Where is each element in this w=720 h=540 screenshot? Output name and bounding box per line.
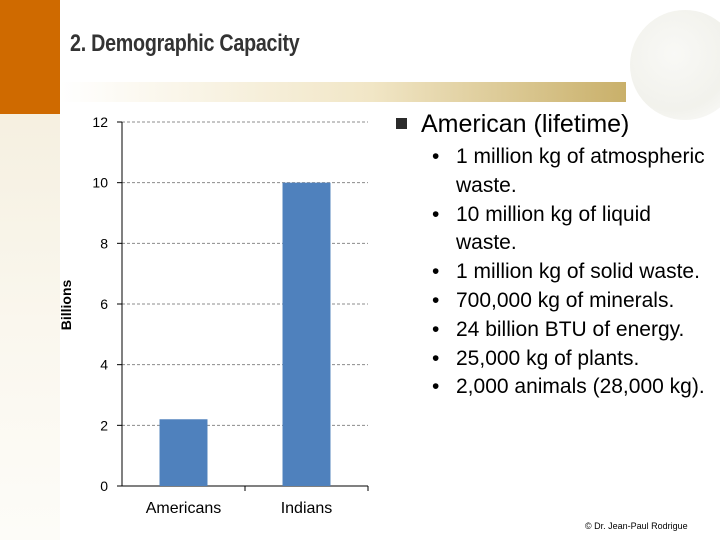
y-tick-label: 8	[100, 235, 108, 251]
y-tick-label: 6	[100, 296, 108, 312]
panel-heading: American (lifetime)	[396, 110, 629, 139]
credit-text: © Dr. Jean-Paul Rodrigue	[585, 521, 688, 531]
bullet-list: 1 million kg of atmospheric waste. 10 mi…	[428, 143, 710, 402]
list-item: 10 million kg of liquid waste.	[428, 201, 710, 259]
y-tick-label: 10	[92, 175, 108, 191]
list-item: 1 million kg of atmospheric waste.	[428, 143, 710, 201]
y-tick-label: 12	[92, 114, 108, 130]
square-bullet-icon	[396, 117, 407, 129]
y-tick-label: 2	[100, 417, 108, 433]
list-item: 24 billion BTU of energy.	[428, 316, 710, 345]
bar	[282, 182, 331, 486]
list-item: 25,000 kg of plants.	[428, 345, 710, 374]
x-tick-label: Americans	[146, 500, 222, 517]
list-item: 700,000 kg of minerals.	[428, 287, 710, 316]
globe-watermark	[630, 10, 720, 120]
y-axis-title: Billions	[58, 279, 74, 331]
slide-title: 2. Demographic Capacity	[70, 30, 300, 57]
orange-accent-block	[0, 0, 60, 114]
y-tick-label: 4	[100, 357, 108, 373]
panel-heading-text: American (lifetime)	[421, 110, 630, 138]
x-tick-label: Indians	[281, 500, 333, 517]
bar	[159, 419, 208, 486]
list-item: 2,000 animals (28,000 kg).	[428, 373, 710, 402]
list-item: 1 million kg of solid waste.	[428, 258, 710, 287]
y-tick-label: 0	[100, 478, 108, 494]
title-underline-bar	[60, 82, 626, 102]
